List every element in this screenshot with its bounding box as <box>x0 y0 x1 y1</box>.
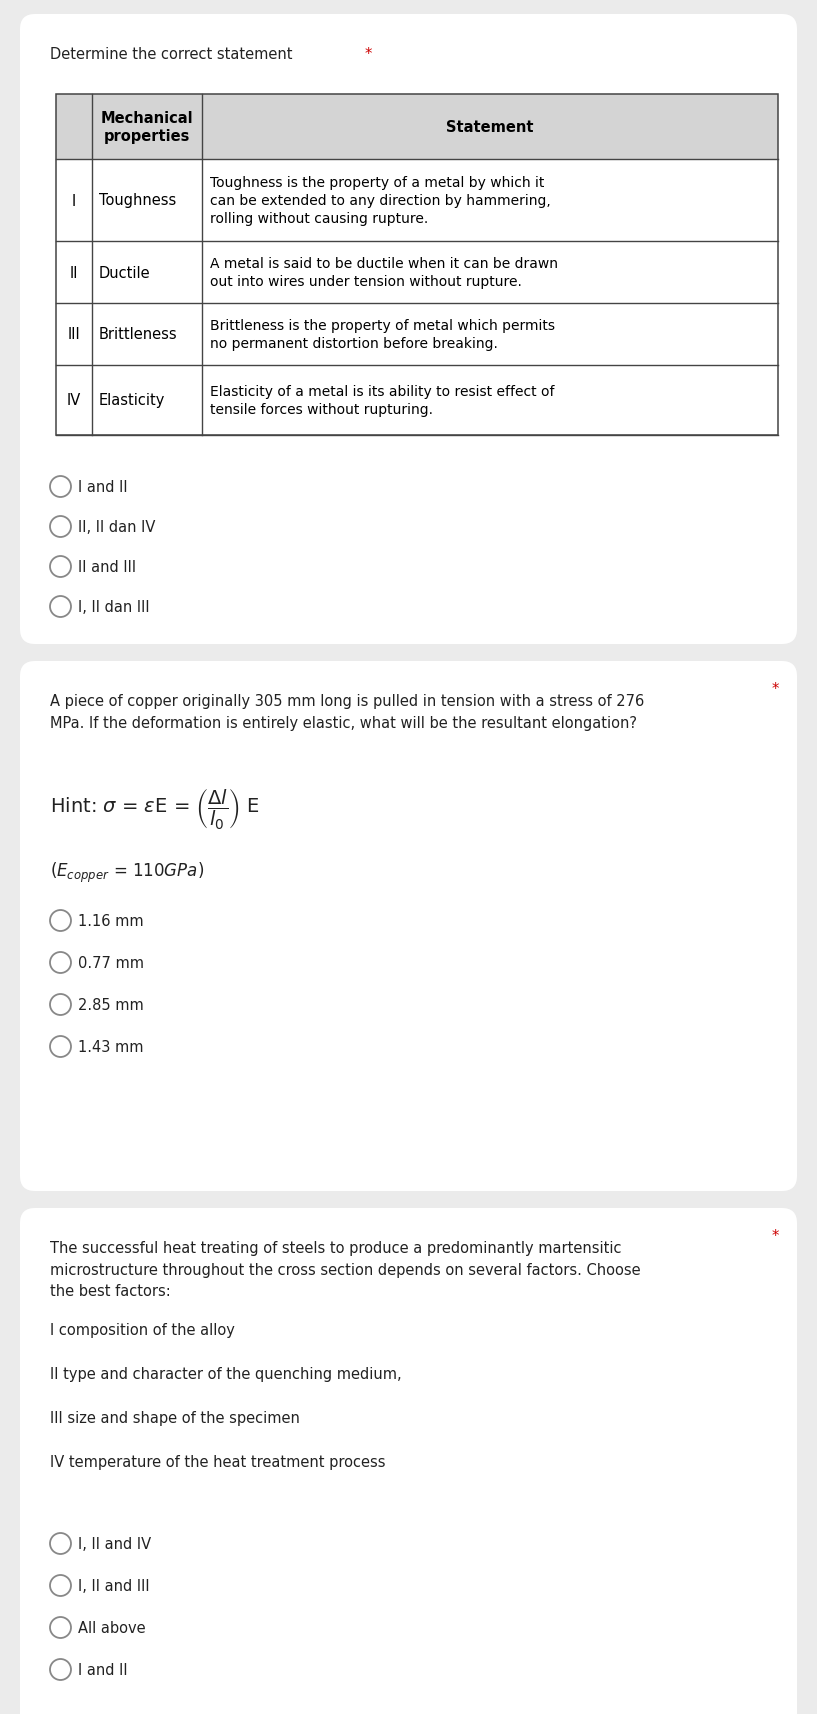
Bar <box>56 94 778 159</box>
Text: IV: IV <box>67 393 81 408</box>
Text: IV temperature of the heat treatment process: IV temperature of the heat treatment pro… <box>50 1453 386 1469</box>
FancyBboxPatch shape <box>20 15 797 644</box>
Text: ($E_{\mathit{copper}}$ = 110$\mathit{GPa}$): ($E_{\mathit{copper}}$ = 110$\mathit{GPa… <box>50 860 204 884</box>
Text: A metal is said to be ductile when it can be drawn
out into wires under tension : A metal is said to be ductile when it ca… <box>210 257 558 288</box>
Text: III: III <box>68 327 80 343</box>
Text: I: I <box>72 194 76 209</box>
Text: Ductile: Ductile <box>99 266 150 281</box>
Text: Determine the correct statement: Determine the correct statement <box>50 46 292 62</box>
Text: II: II <box>69 266 78 281</box>
Text: *: * <box>771 1229 779 1243</box>
Text: Elasticity of a metal is its ability to resist effect of
tensile forces without : Elasticity of a metal is its ability to … <box>210 386 555 417</box>
Text: Toughness: Toughness <box>99 194 176 209</box>
Text: Mechanical
properties: Mechanical properties <box>100 111 194 144</box>
Text: Brittleness: Brittleness <box>99 327 177 343</box>
FancyBboxPatch shape <box>20 1208 797 1714</box>
Text: 2.85 mm: 2.85 mm <box>78 998 144 1013</box>
Text: *: * <box>771 682 779 696</box>
Text: I and II: I and II <box>78 1663 127 1676</box>
Text: III size and shape of the specimen: III size and shape of the specimen <box>50 1411 300 1424</box>
Text: *: * <box>365 46 373 62</box>
Text: II, II dan IV: II, II dan IV <box>78 519 155 535</box>
Text: Elasticity: Elasticity <box>99 393 165 408</box>
FancyBboxPatch shape <box>20 662 797 1191</box>
Text: Hint: $\mathit{\sigma}$ = $\mathit{\epsilon}$E = $\left(\dfrac{\Delta l}{l_0}\ri: Hint: $\mathit{\sigma}$ = $\mathit{\epsi… <box>50 785 260 831</box>
Bar <box>56 94 778 435</box>
Text: A piece of copper originally 305 mm long is pulled in tension with a stress of 2: A piece of copper originally 305 mm long… <box>50 694 645 730</box>
Text: Statement: Statement <box>446 120 534 135</box>
Text: II type and character of the quenching medium,: II type and character of the quenching m… <box>50 1366 402 1381</box>
Text: I, II and III: I, II and III <box>78 1579 150 1592</box>
Text: 1.43 mm: 1.43 mm <box>78 1039 144 1054</box>
Text: 0.77 mm: 0.77 mm <box>78 955 144 970</box>
Text: Brittleness is the property of metal which permits
no permanent distortion befor: Brittleness is the property of metal whi… <box>210 319 555 351</box>
Text: The successful heat treating of steels to produce a predominantly martensitic
mi: The successful heat treating of steels t… <box>50 1241 641 1299</box>
Text: All above: All above <box>78 1620 145 1635</box>
Text: I composition of the alloy: I composition of the alloy <box>50 1321 234 1337</box>
Text: I, II and IV: I, II and IV <box>78 1536 151 1551</box>
Text: I and II: I and II <box>78 480 127 495</box>
Text: Toughness is the property of a metal by which it
can be extended to any directio: Toughness is the property of a metal by … <box>210 177 551 226</box>
Text: II and III: II and III <box>78 560 136 574</box>
Text: I, II dan III: I, II dan III <box>78 600 150 615</box>
Text: 1.16 mm: 1.16 mm <box>78 914 144 929</box>
